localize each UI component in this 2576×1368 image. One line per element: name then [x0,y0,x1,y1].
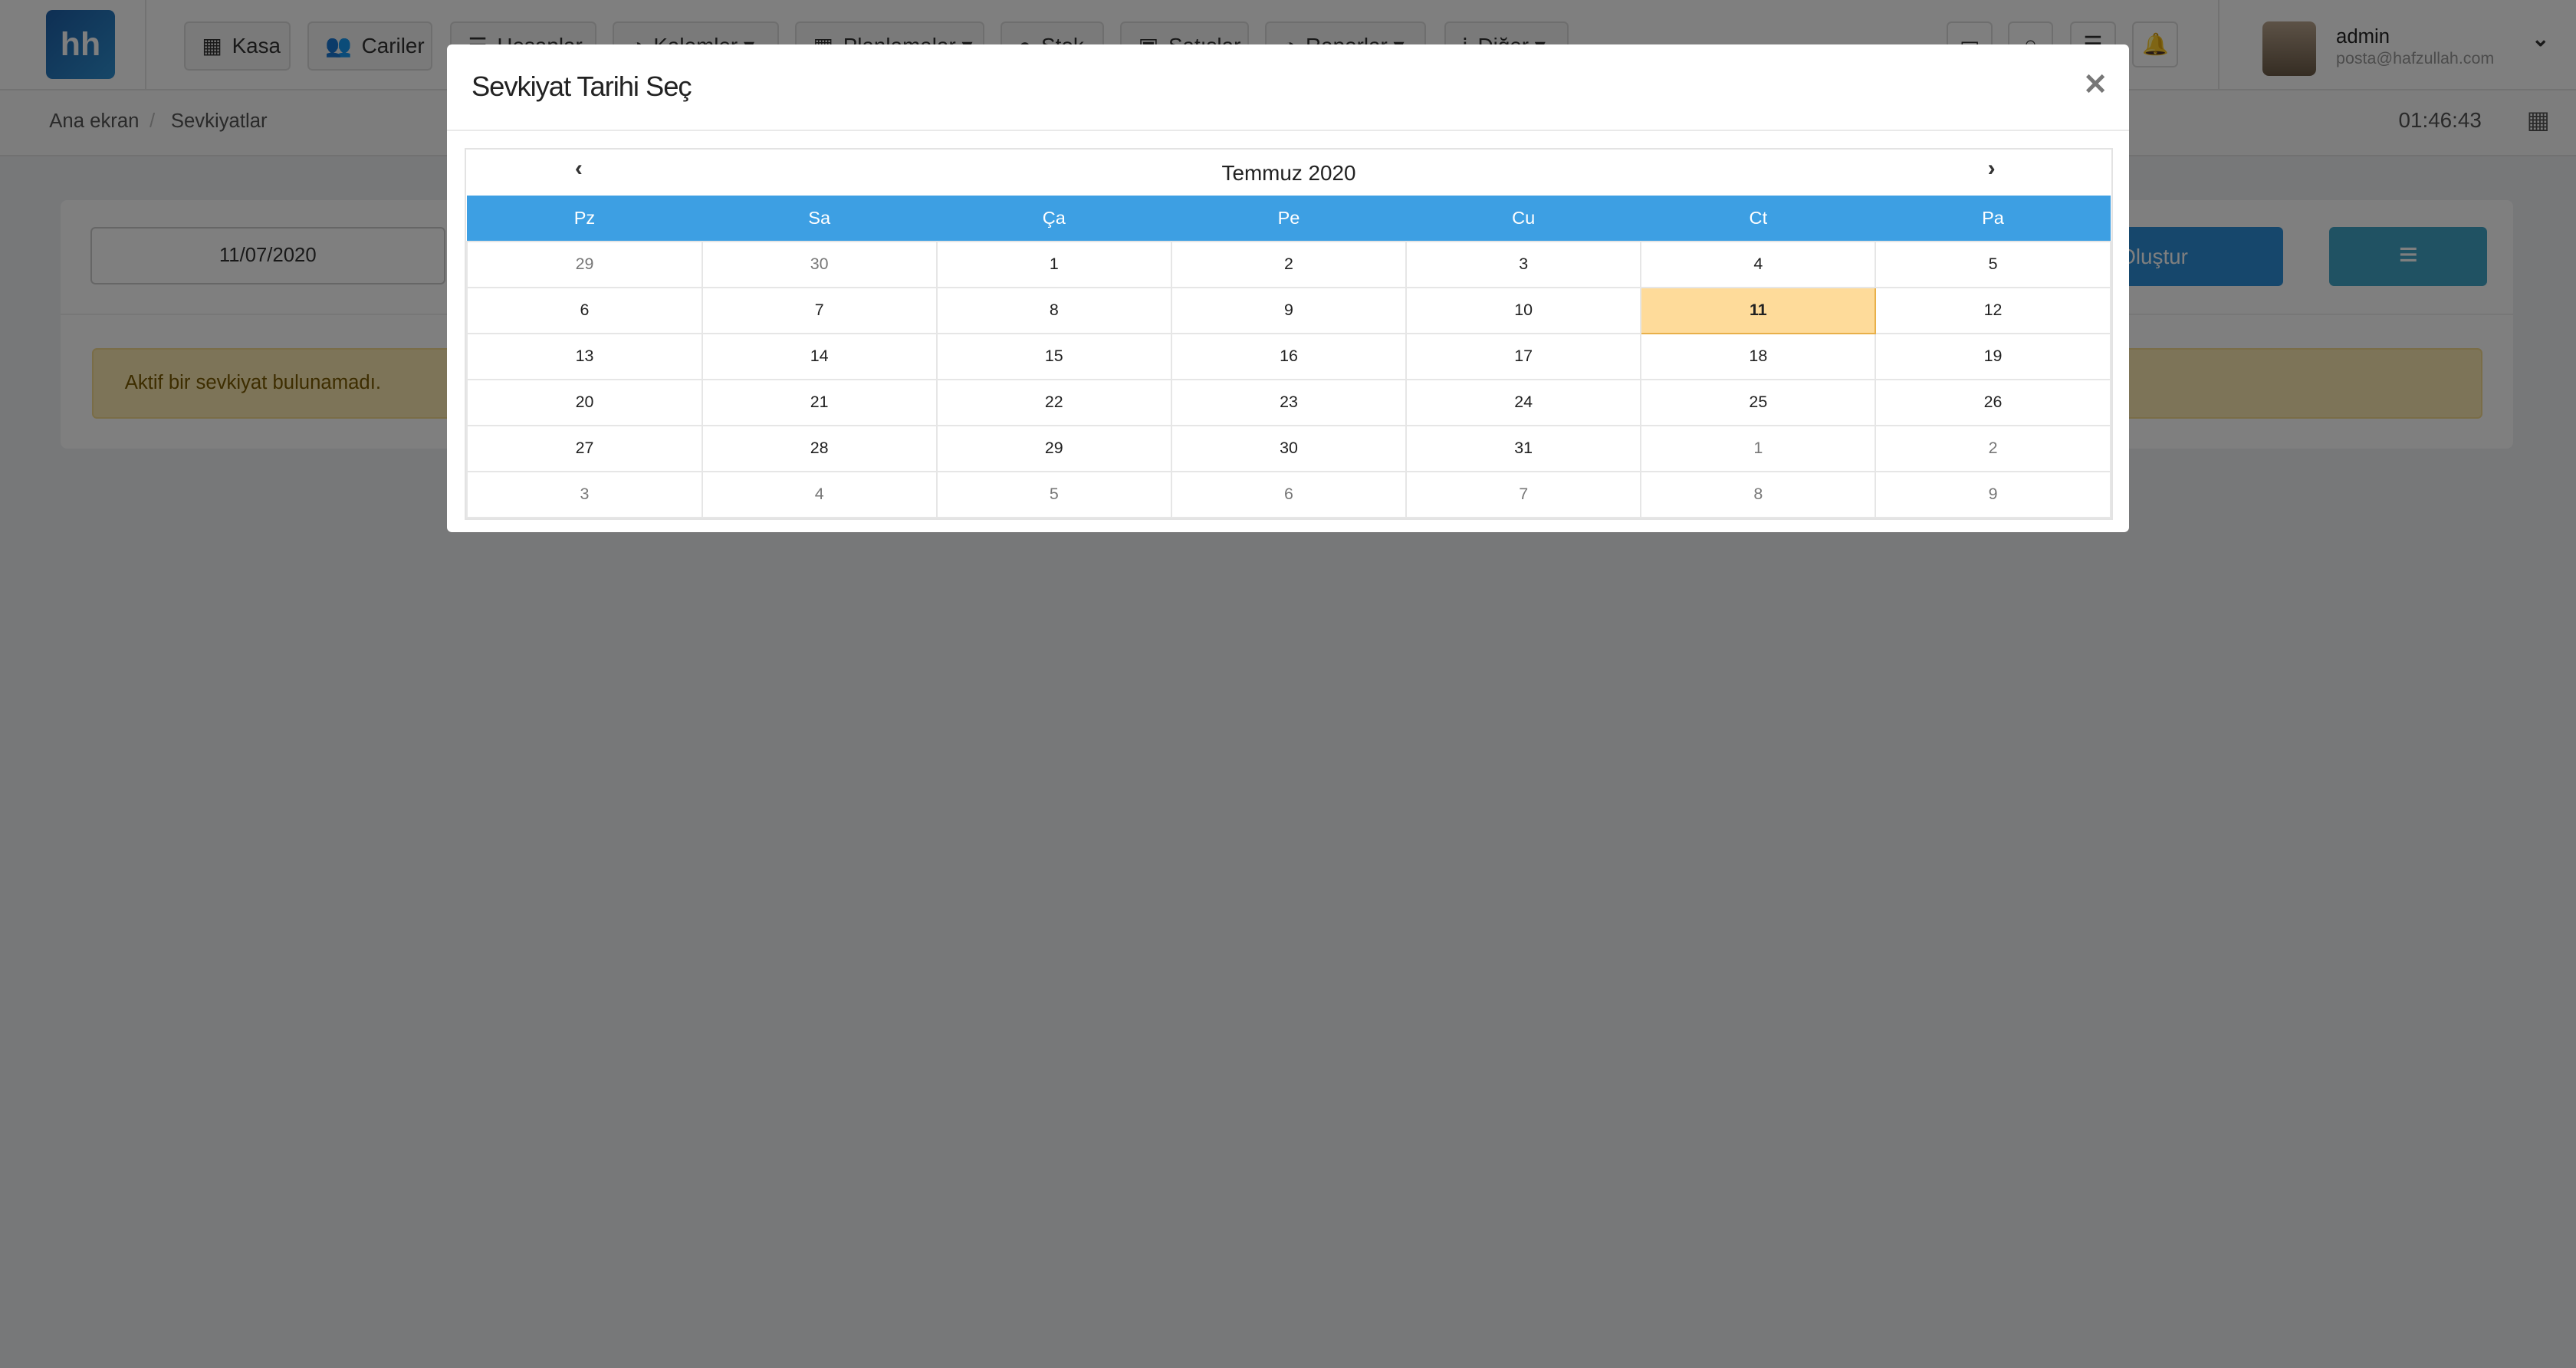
calendar-day[interactable]: 1 [935,240,1172,288]
calendar-week: 6 7 8 9 10 11 12 [466,286,2111,334]
weekday-header: Cu [1406,195,1641,242]
calendar-day[interactable]: 8 [1640,470,1877,518]
calendar-day[interactable]: 29 [935,424,1172,472]
calendar-day[interactable]: 28 [701,424,938,472]
calendar-week: 20 21 22 23 24 25 26 [466,378,2111,426]
calendar-day[interactable]: 4 [1640,240,1877,288]
calendar-day[interactable]: 19 [1875,332,2111,380]
calendar-month: Temmuz 2020 [1221,160,1356,185]
calendar-day[interactable]: 14 [701,332,938,380]
calendar-day[interactable]: 20 [466,378,703,426]
close-icon[interactable]: ✕ [2083,67,2108,101]
calendar-day[interactable]: 3 [466,470,703,518]
calendar-day[interactable]: 27 [466,424,703,472]
calendar-day[interactable]: 3 [1405,240,1642,288]
calendar-week: 29 30 1 2 3 4 5 [466,240,2111,288]
calendar-day[interactable]: 17 [1405,332,1642,380]
calendar-day[interactable]: 10 [1405,286,1642,334]
calendar-day[interactable]: 4 [701,470,938,518]
calendar-week: 27 28 29 30 31 1 2 [466,424,2111,472]
calendar-day[interactable]: 25 [1640,378,1877,426]
calendar-day[interactable]: 30 [1170,424,1408,472]
weekday-header: Pe [1171,195,1407,242]
calendar-day[interactable]: 23 [1170,378,1408,426]
calendar-day[interactable]: 13 [466,332,703,380]
weekday-header: Pz [467,195,702,242]
calendar-day[interactable]: 1 [1640,424,1877,472]
date-picker-modal: Sevkiyat Tarihi Seç ✕ ‹ Temmuz 2020 › Pz… [446,44,2130,533]
calendar-day[interactable]: 18 [1640,332,1877,380]
calendar-day[interactable]: 26 [1875,378,2111,426]
weekday-header: Ct [1641,195,1876,242]
calendar-day[interactable]: 2 [1170,240,1408,288]
calendar-day[interactable]: 6 [1170,470,1408,518]
calendar-day[interactable]: 31 [1405,424,1642,472]
calendar-day[interactable]: 8 [935,286,1172,334]
calendar-day[interactable]: 6 [466,286,703,334]
divider [446,130,2130,132]
calendar-day[interactable]: 9 [1170,286,1408,334]
calendar-week: 13 14 15 16 17 18 19 [466,332,2111,380]
calendar-day[interactable]: 9 [1875,470,2111,518]
prev-month-button[interactable]: ‹ [574,156,583,182]
calendar-day[interactable]: 12 [1875,286,2111,334]
modal-title: Sevkiyat Tarihi Seç [471,71,692,103]
calendar-day[interactable]: 22 [935,378,1172,426]
calendar-day[interactable]: 5 [1875,240,2111,288]
calendar: ‹ Temmuz 2020 › Pz Sa Ça Pe Cu Ct Pa 29 30 1 2 3 4 5… [465,147,2113,520]
calendar-day[interactable]: 24 [1405,378,1642,426]
calendar-day[interactable]: 5 [935,470,1172,518]
calendar-day[interactable]: 15 [935,332,1172,380]
weekday-header: Sa [702,195,937,242]
calendar-day[interactable]: 16 [1170,332,1408,380]
calendar-day[interactable]: 21 [701,378,938,426]
calendar-day[interactable]: 30 [701,240,938,288]
weekday-header: Pa [1875,195,2111,242]
calendar-day[interactable]: 7 [1405,470,1642,518]
calendar-day[interactable]: 2 [1875,424,2111,472]
calendar-day-selected[interactable]: 11 [1640,286,1877,334]
calendar-day[interactable]: 7 [701,286,938,334]
next-month-button[interactable]: › [1987,156,1996,182]
weekday-header: Ça [936,195,1171,242]
calendar-day[interactable]: 29 [466,240,703,288]
